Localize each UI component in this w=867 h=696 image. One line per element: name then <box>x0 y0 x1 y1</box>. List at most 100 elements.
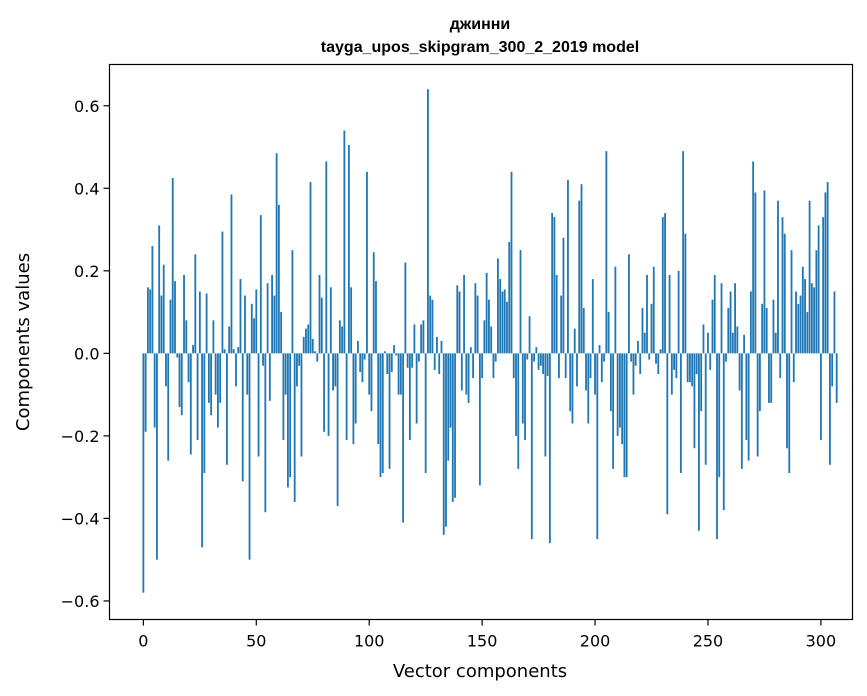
bar-181 <box>551 213 554 354</box>
bar-222 <box>643 332 646 354</box>
bar-207 <box>609 353 612 412</box>
bar-230 <box>661 217 664 354</box>
bar-42 <box>237 347 240 354</box>
bar-192 <box>576 353 578 387</box>
bar-137 <box>451 353 454 502</box>
bar-293 <box>804 279 806 354</box>
bar-55 <box>266 283 269 354</box>
bar-72 <box>305 328 307 354</box>
bar-8 <box>160 295 163 354</box>
bar-285 <box>786 353 788 449</box>
bar-266 <box>743 334 746 354</box>
bar-107 <box>384 351 386 354</box>
bar-271 <box>754 192 757 354</box>
bar-135 <box>447 353 450 461</box>
bar-208 <box>612 353 615 469</box>
bar-199 <box>591 279 594 354</box>
bar-33 <box>217 353 219 428</box>
bar-92 <box>350 287 353 354</box>
bar-60 <box>277 204 280 354</box>
bar-270 <box>752 161 755 354</box>
bar-3 <box>149 289 152 354</box>
bar-204 <box>603 353 605 362</box>
bar-231 <box>664 213 666 354</box>
bar-264 <box>738 353 741 391</box>
bar-292 <box>801 266 804 354</box>
bar-165 <box>515 353 517 436</box>
bar-120 <box>413 324 416 354</box>
bar-218 <box>634 353 637 366</box>
x-tick-label: 200 <box>580 632 611 651</box>
bar-145 <box>469 347 472 354</box>
bar-163 <box>510 171 513 354</box>
bar-28 <box>205 293 208 354</box>
bar-11 <box>167 353 170 461</box>
bar-117 <box>406 353 409 368</box>
bar-70 <box>300 353 303 457</box>
bar-20 <box>187 353 190 383</box>
bar-59 <box>275 153 278 354</box>
bar-36 <box>223 349 226 354</box>
bar-232 <box>666 353 669 515</box>
bar-30 <box>210 353 213 416</box>
bar-123 <box>420 324 423 354</box>
bar-16 <box>178 353 181 407</box>
bar-289 <box>795 291 797 354</box>
bar-52 <box>259 215 262 354</box>
bar-64 <box>287 353 289 488</box>
bar-209 <box>614 266 617 354</box>
bar-63 <box>284 353 287 395</box>
bar-303 <box>826 182 829 354</box>
x-tick-label: 0 <box>138 632 148 651</box>
bar-114 <box>399 353 402 395</box>
bar-217 <box>632 353 635 395</box>
bar-267 <box>745 353 748 440</box>
y-axis-label: Components values <box>13 253 34 431</box>
bar-250 <box>707 332 709 354</box>
bar-294 <box>806 312 809 354</box>
bar-202 <box>598 345 601 354</box>
bar-26 <box>201 353 203 548</box>
bar-67 <box>293 353 296 502</box>
bar-262 <box>734 283 736 354</box>
bar-138 <box>454 353 456 498</box>
y-tick-label: 0.2 <box>74 262 99 281</box>
bar-68 <box>296 353 298 387</box>
bar-21 <box>189 353 192 455</box>
y-tick-label: 0.0 <box>74 344 99 363</box>
bar-193 <box>578 200 581 354</box>
x-tick-label: 50 <box>246 632 266 651</box>
bar-159 <box>501 291 504 354</box>
x-tick-label: 150 <box>467 632 498 651</box>
bar-61 <box>280 312 283 354</box>
bar-130 <box>436 336 438 354</box>
bar-108 <box>386 353 389 374</box>
bar-122 <box>417 353 420 362</box>
bar-304 <box>829 353 831 465</box>
bar-144 <box>467 353 470 403</box>
bar-206 <box>607 312 610 354</box>
bar-167 <box>519 250 522 354</box>
bar-101 <box>370 353 373 412</box>
bar-111 <box>393 345 395 354</box>
bar-305 <box>831 353 834 387</box>
bar-146 <box>472 353 474 379</box>
bar-80 <box>323 353 325 432</box>
y-tick-label: −0.2 <box>61 427 100 446</box>
bar-39 <box>230 194 233 354</box>
y-tick-label: −0.4 <box>61 509 100 528</box>
bar-226 <box>652 266 655 354</box>
x-tick-label: 300 <box>806 632 837 651</box>
bar-241 <box>686 353 689 383</box>
x-axis-label: Vector components <box>393 661 567 682</box>
bar-162 <box>508 241 511 354</box>
bar-47 <box>248 353 251 560</box>
bar-214 <box>625 353 628 478</box>
bar-32 <box>214 353 217 395</box>
bar-157 <box>497 258 499 354</box>
bar-179 <box>546 353 549 377</box>
bar-177 <box>542 353 545 374</box>
bar-91 <box>347 144 350 354</box>
bar-306 <box>833 291 836 354</box>
bar-291 <box>799 295 802 354</box>
